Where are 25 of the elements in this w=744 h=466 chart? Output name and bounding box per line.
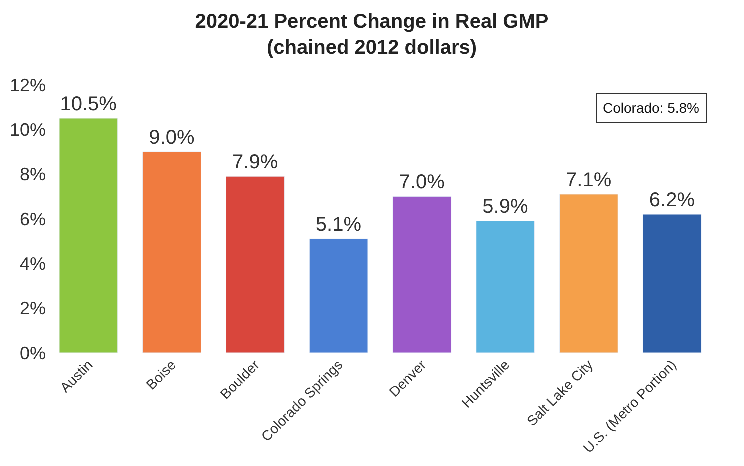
annotation: Colorado: 5.8% (603, 100, 700, 116)
data-label: 7.9% (232, 152, 278, 174)
bar (142, 152, 202, 353)
bar (560, 194, 618, 353)
y-tick-label: 6% (20, 209, 46, 230)
bar (59, 118, 118, 353)
bar (476, 220, 535, 353)
data-label: 5.1% (316, 214, 362, 236)
bar (392, 196, 452, 353)
data-label: 9.0% (149, 127, 195, 149)
bar (642, 214, 702, 353)
y-tick-label: 0% (20, 343, 46, 364)
y-tick-label: 2% (20, 298, 46, 319)
data-label: 5.9% (482, 196, 528, 218)
data-label: 6.2% (649, 190, 696, 212)
bar (309, 238, 368, 353)
chart-title: 2020-21 Percent Change in Real GMP (chained 2012 dollars) (195, 10, 549, 59)
y-tick-label: 4% (20, 254, 46, 274)
data-label: 7.0% (399, 172, 446, 194)
data-label: 7.1% (566, 169, 612, 192)
y-tick-label: 12% (10, 75, 46, 96)
bar (226, 176, 285, 353)
y-tick-label: 10% (10, 120, 46, 140)
data-label: 10.5% (60, 94, 118, 116)
y-tick-label: 8% (20, 164, 46, 185)
